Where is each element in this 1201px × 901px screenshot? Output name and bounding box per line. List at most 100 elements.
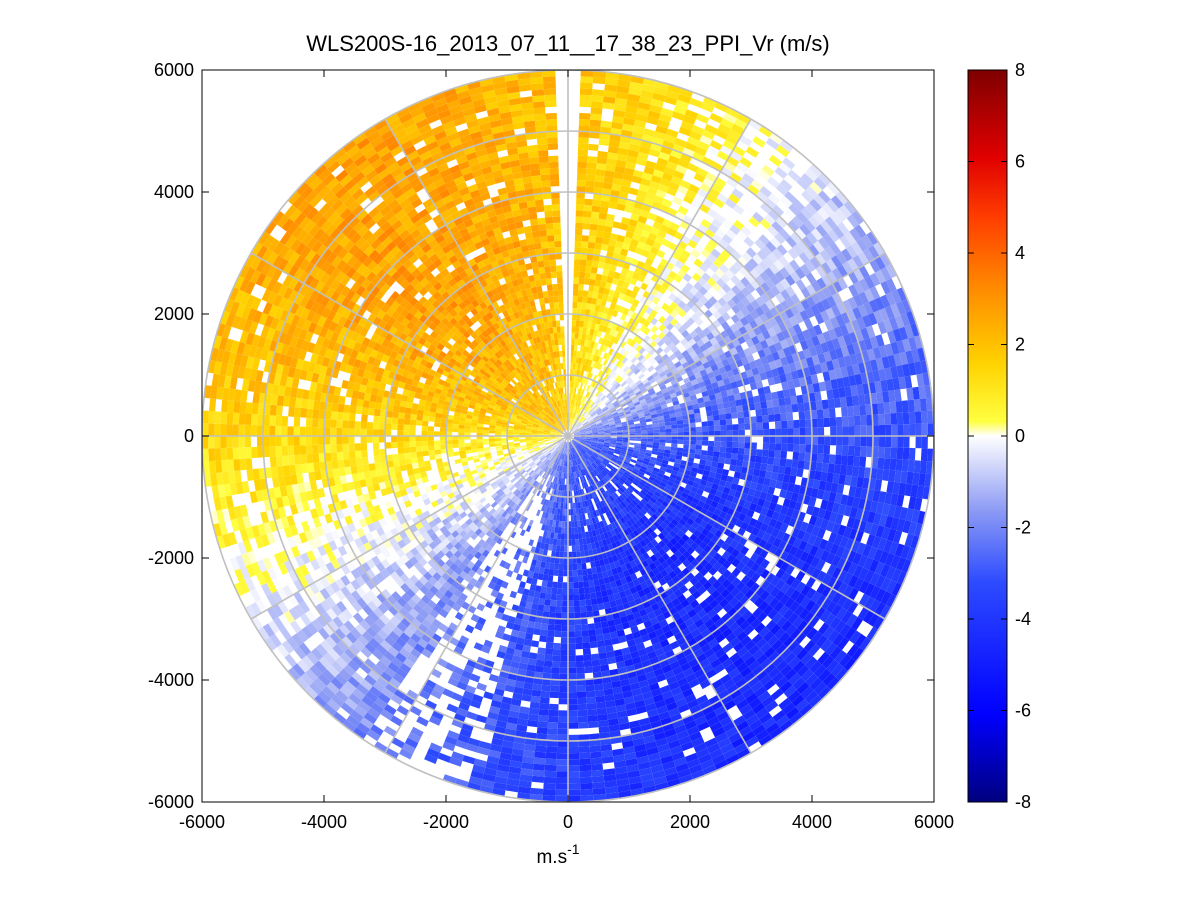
velocity-cell (592, 413, 598, 419)
velocity-cell (660, 145, 673, 156)
velocity-cell (647, 212, 658, 222)
velocity-cell (581, 235, 589, 242)
velocity-cell (556, 594, 563, 601)
velocity-cell (627, 370, 634, 377)
velocity-cell (632, 285, 641, 294)
velocity-cell (681, 349, 690, 358)
velocity-cell (769, 428, 776, 436)
velocity-cell (667, 342, 676, 350)
velocity-cell (641, 84, 656, 93)
velocity-cell (891, 424, 898, 436)
velocity-cell (708, 440, 715, 447)
velocity-cell (854, 425, 861, 436)
velocity-cell (575, 421, 580, 427)
velocity-cell (798, 252, 810, 264)
velocity-cell (577, 167, 587, 175)
velocity-cell (717, 297, 727, 307)
velocity-cell (631, 312, 639, 320)
velocity-cell (587, 418, 594, 423)
velocity-cell (610, 335, 617, 343)
velocity-cell (600, 120, 613, 128)
velocity-cell (568, 405, 571, 412)
velocity-cell (587, 291, 594, 298)
velocity-cell (787, 169, 801, 183)
velocity-cell (836, 436, 843, 446)
velocity-cell (719, 263, 729, 274)
velocity-cell (768, 209, 780, 221)
velocity-cell (573, 406, 576, 413)
velocity-cell (907, 459, 915, 473)
velocity-cell (729, 264, 740, 275)
velocity-cell (919, 460, 927, 474)
velocity-cell (772, 248, 783, 260)
velocity-cell (717, 287, 727, 298)
velocity-cell (768, 154, 783, 167)
velocity-cell (726, 289, 737, 299)
velocity-cell (589, 229, 597, 237)
velocity-cell (719, 446, 727, 453)
velocity-cell (736, 290, 746, 301)
velocity-cell (643, 381, 651, 388)
velocity-cell (579, 758, 591, 766)
velocity-cell (617, 387, 625, 393)
velocity-cell (756, 249, 768, 261)
velocity-cell (615, 285, 623, 293)
velocity-cell (606, 392, 612, 398)
velocity-cell (592, 781, 605, 789)
velocity-cell (547, 624, 555, 631)
velocity-cell (720, 441, 727, 448)
velocity-cell (574, 393, 577, 401)
velocity-cell (610, 356, 617, 364)
velocity-cell (587, 241, 596, 249)
velocity-cell (738, 436, 745, 443)
velocity-cell (625, 376, 632, 383)
velocity-cell (617, 79, 631, 88)
velocity-cell (799, 419, 806, 428)
velocity-cell (720, 118, 735, 129)
velocity-cell (620, 380, 627, 387)
velocity-cell (779, 405, 787, 414)
velocity-cell (602, 182, 613, 190)
velocity-cell (632, 232, 641, 242)
velocity-cell (554, 630, 562, 638)
velocity-cell (731, 285, 741, 295)
velocity-cell (589, 635, 597, 643)
velocity-cell (647, 430, 654, 434)
velocity-cell (673, 170, 685, 180)
velocity-cell (721, 312, 731, 322)
velocity-cell (597, 410, 604, 416)
velocity-cell (627, 93, 641, 102)
velocity-cell (588, 366, 593, 373)
velocity-cell (668, 353, 677, 361)
velocity-cell (737, 453, 744, 461)
velocity-cell (557, 722, 568, 729)
velocity-cell (598, 719, 609, 728)
velocity-cell (714, 441, 721, 447)
velocity-cell (531, 775, 545, 783)
velocity-cell (606, 251, 614, 259)
velocity-cell (755, 408, 763, 417)
velocity-cell (576, 302, 582, 309)
velocity-cell (638, 183, 650, 193)
velocity-cell (575, 422, 581, 427)
velocity-cell (612, 221, 622, 229)
velocity-cell (921, 423, 928, 436)
velocity-cell (568, 423, 571, 430)
velocity-cell (569, 399, 571, 406)
velocity-cell (908, 411, 916, 425)
velocity-cell (811, 436, 819, 445)
velocity-cell (570, 411, 573, 418)
velocity-cell (607, 321, 614, 329)
velocity-cell (649, 104, 663, 114)
velocity-cell (598, 652, 608, 660)
velocity-cell (577, 415, 582, 421)
velocity-cell (784, 191, 797, 204)
velocity-cell (598, 377, 604, 385)
velocity-cell (647, 355, 655, 363)
velocity-cell (754, 275, 766, 286)
velocity-cell (587, 574, 594, 581)
velocity-cell (563, 496, 566, 504)
velocity-cell (687, 253, 698, 264)
velocity-cell (587, 156, 598, 163)
velocity-cell (605, 72, 619, 80)
